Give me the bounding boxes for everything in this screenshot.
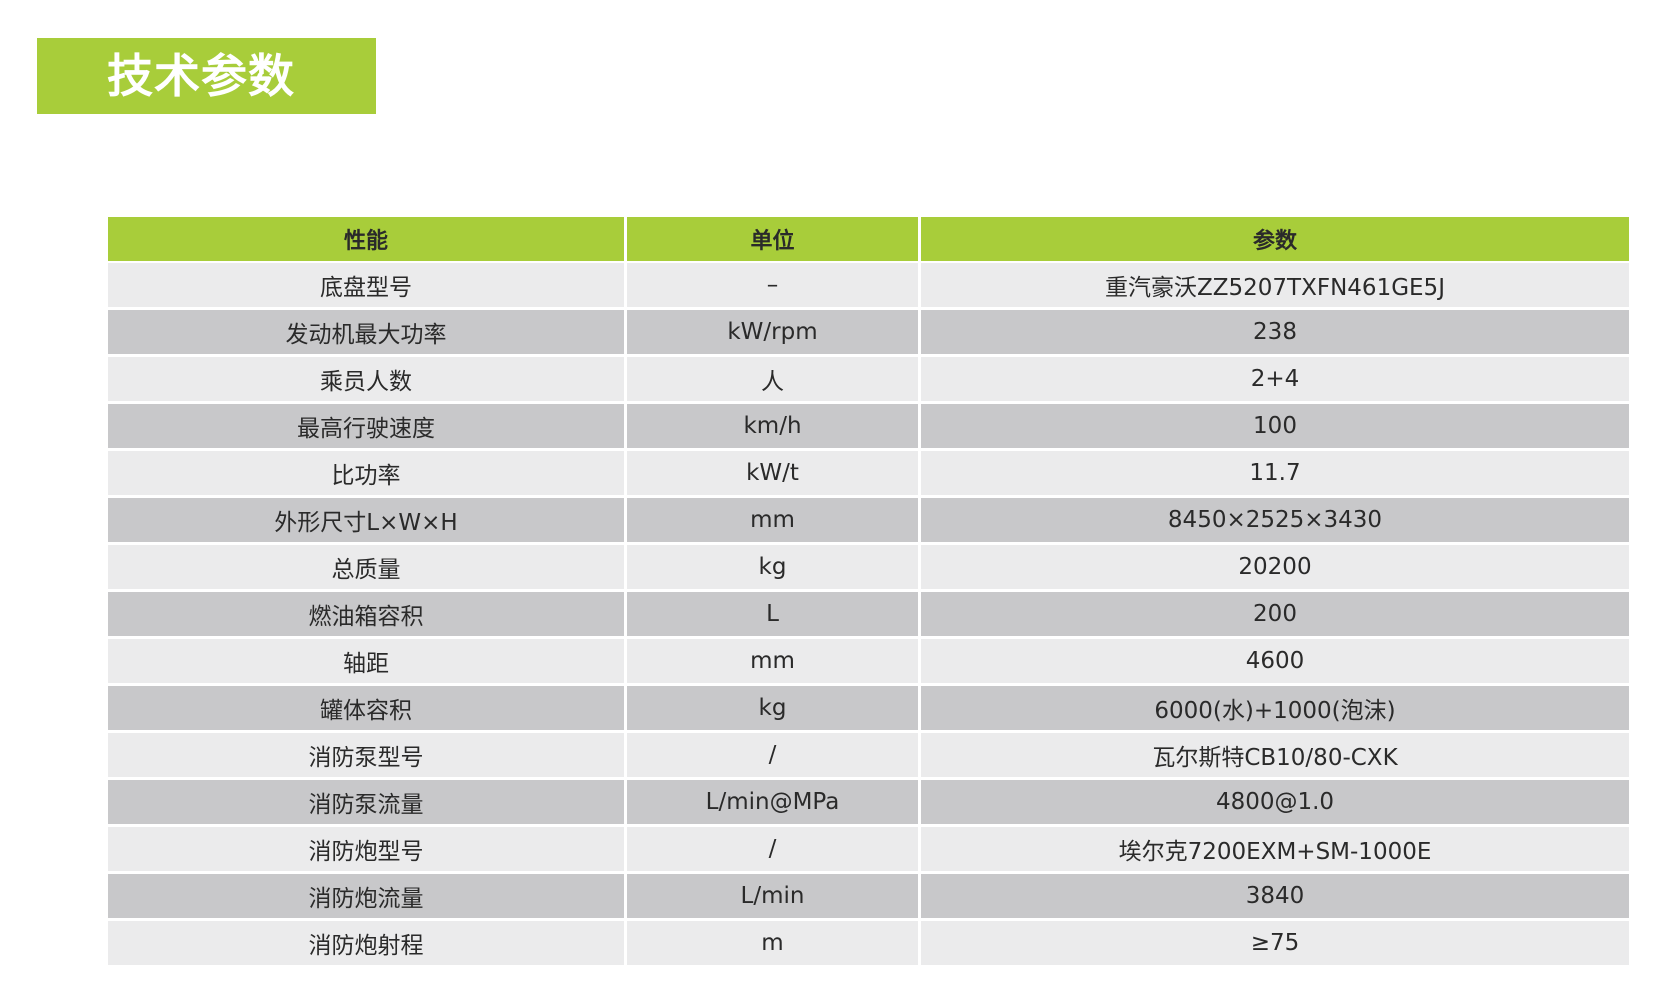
parameter-cell: 20200 (921, 545, 1629, 589)
performance-cell: 发动机最大功率 (108, 310, 624, 354)
parameter-cell: 238 (921, 310, 1629, 354)
performance-cell: 总质量 (108, 545, 624, 589)
table-row: 比功率 kW/t 11.7 (108, 451, 1629, 495)
header-performance: 性能 (108, 217, 624, 261)
performance-cell: 外形尺寸L×W×H (108, 498, 624, 542)
parameter-cell: 200 (921, 592, 1629, 636)
table-row: 总质量 kg 20200 (108, 545, 1629, 589)
performance-cell: 消防炮射程 (108, 921, 624, 965)
parameter-cell: 重汽豪沃ZZ5207TXFN461GE5J (921, 263, 1629, 307)
table-row: 消防泵型号 / 瓦尔斯特CB10/80-CXK (108, 733, 1629, 777)
unit-cell: kW/t (627, 451, 918, 495)
table-row: 发动机最大功率 kW/rpm 238 (108, 310, 1629, 354)
parameter-cell: 4800@1.0 (921, 780, 1629, 824)
parameter-cell: ≥75 (921, 921, 1629, 965)
parameter-cell: 3840 (921, 874, 1629, 918)
unit-cell: kW/rpm (627, 310, 918, 354)
table-row: 外形尺寸L×W×H mm 8450×2525×3430 (108, 498, 1629, 542)
performance-cell: 消防泵流量 (108, 780, 624, 824)
parameter-cell: 6000(水)+1000(泡沫) (921, 686, 1629, 730)
unit-cell: L/min (627, 874, 918, 918)
table-row: 消防泵流量 L/min@MPa 4800@1.0 (108, 780, 1629, 824)
section-title: 技术参数 (107, 49, 295, 103)
table-row: 轴距 mm 4600 (108, 639, 1629, 683)
performance-cell: 燃油箱容积 (108, 592, 624, 636)
performance-cell: 底盘型号 (108, 263, 624, 307)
table-row: 消防炮射程 m ≥75 (108, 921, 1629, 965)
table-row: 燃油箱容积 L 200 (108, 592, 1629, 636)
unit-cell: mm (627, 639, 918, 683)
section-title-banner: 技术参数 (37, 38, 376, 114)
unit-cell: kg (627, 686, 918, 730)
table-row: 最高行驶速度 km/h 100 (108, 404, 1629, 448)
unit-cell: m (627, 921, 918, 965)
parameter-cell: 埃尔克7200EXM+SM-1000E (921, 827, 1629, 871)
table-row: 底盘型号 – 重汽豪沃ZZ5207TXFN461GE5J (108, 263, 1629, 307)
table-row: 乘员人数人 2+4 (108, 357, 1629, 401)
performance-cell: 乘员人数 (108, 357, 624, 401)
parameter-cell: 11.7 (921, 451, 1629, 495)
spec-table: 性能 单位 参数 底盘型号 – 重汽豪沃ZZ5207TXFN461GE5J 发动机最大… (108, 217, 1629, 968)
table-row: 罐体容积 kg 6000(水)+1000(泡沫) (108, 686, 1629, 730)
performance-cell: 消防泵型号 (108, 733, 624, 777)
performance-cell: 消防炮流量 (108, 874, 624, 918)
unit-cell: – (627, 263, 918, 307)
performance-cell: 比功率 (108, 451, 624, 495)
unit-cell: 人 (627, 357, 918, 401)
unit-cell: km/h (627, 404, 918, 448)
unit-cell: kg (627, 545, 918, 589)
unit-cell: / (627, 733, 918, 777)
parameter-cell: 瓦尔斯特CB10/80-CXK (921, 733, 1629, 777)
table-row: 消防炮型号 / 埃尔克7200EXM+SM-1000E (108, 827, 1629, 871)
performance-cell: 消防炮型号 (108, 827, 624, 871)
table-row: 消防炮流量 L/min 3840 (108, 874, 1629, 918)
parameter-cell: 4600 (921, 639, 1629, 683)
unit-cell: / (627, 827, 918, 871)
parameter-cell: 8450×2525×3430 (921, 498, 1629, 542)
header-parameter: 参数 (921, 217, 1629, 261)
unit-cell: L/min@MPa (627, 780, 918, 824)
performance-cell: 最高行驶速度 (108, 404, 624, 448)
unit-cell: L (627, 592, 918, 636)
parameter-cell: 100 (921, 404, 1629, 448)
table-header: 性能 单位 参数 (108, 217, 1629, 261)
header-unit: 单位 (627, 217, 918, 261)
performance-cell: 罐体容积 (108, 686, 624, 730)
unit-cell: mm (627, 498, 918, 542)
parameter-cell: 2+4 (921, 357, 1629, 401)
performance-cell: 轴距 (108, 639, 624, 683)
